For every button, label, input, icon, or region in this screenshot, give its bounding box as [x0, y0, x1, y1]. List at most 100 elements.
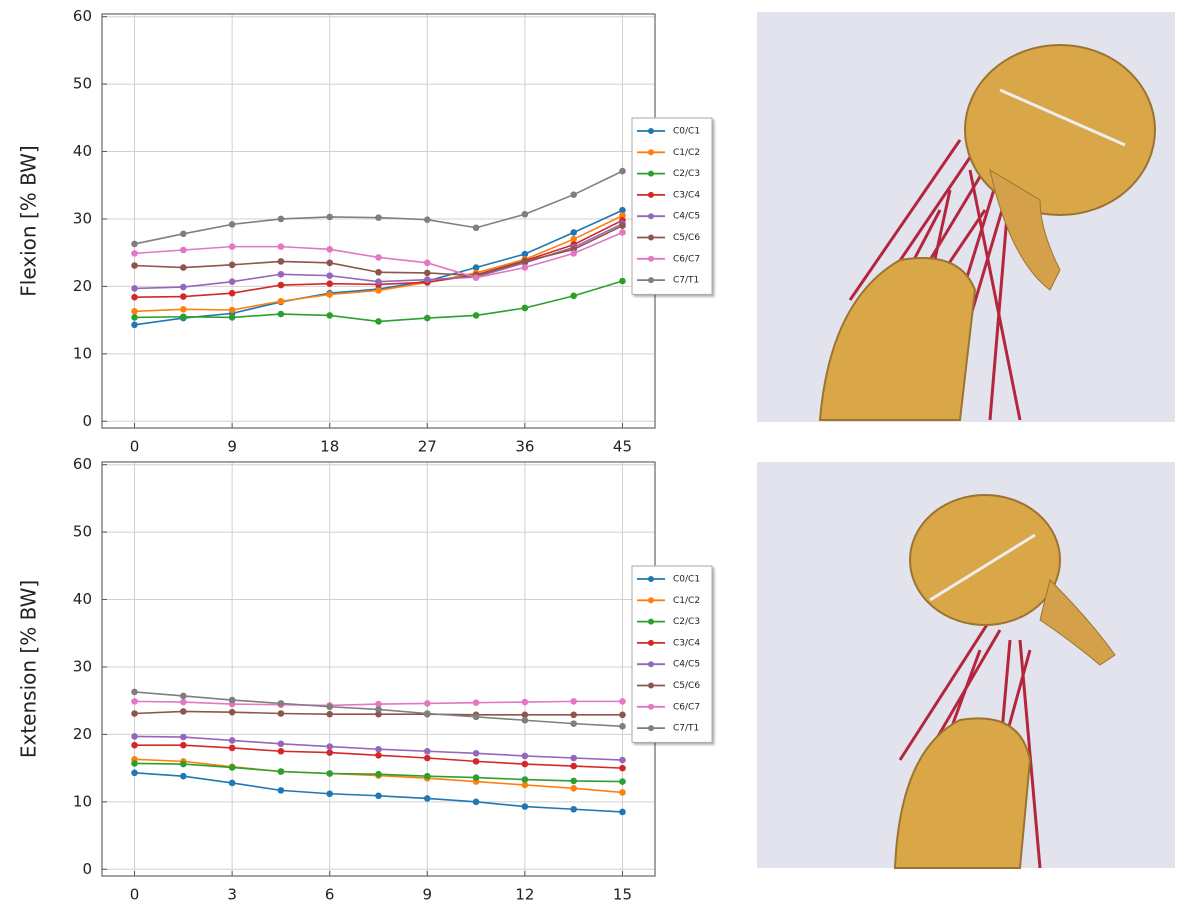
data-point [228, 737, 236, 744]
data-point [619, 778, 626, 785]
legend-label: C0/C1 [673, 127, 700, 137]
data-point [228, 764, 236, 771]
data-point [570, 235, 577, 243]
data-point [375, 254, 382, 261]
data-point [277, 768, 285, 775]
data-point [375, 770, 382, 778]
data-point [228, 696, 236, 704]
data-point [277, 740, 285, 748]
data-point [375, 318, 382, 325]
data-point [180, 772, 187, 780]
data-point [277, 270, 285, 278]
data-point [521, 781, 529, 789]
data-point [326, 280, 334, 288]
y-tick-label: 10 [73, 792, 92, 810]
legend-label: C1/C2 [673, 596, 700, 606]
data-point [228, 278, 236, 285]
data-point [570, 754, 577, 762]
y-tick-label: 50 [73, 75, 92, 93]
data-point [521, 210, 529, 218]
legend-label: C2/C3 [673, 169, 700, 179]
x-tick-label: 27 [418, 438, 437, 456]
data-point [180, 230, 187, 238]
legend-label: C7/T1 [673, 724, 699, 734]
legend-label: C3/C4 [673, 190, 700, 200]
data-point [472, 774, 480, 781]
data-point [570, 229, 577, 236]
legend-marker [648, 597, 654, 604]
data-point [131, 688, 138, 696]
legend-marker [648, 234, 654, 241]
data-point [375, 278, 382, 285]
legend-label: C3/C4 [673, 638, 700, 648]
legend-marker [648, 255, 654, 262]
data-point [180, 733, 187, 741]
y-tick-label: 30 [73, 209, 92, 227]
data-point [570, 720, 577, 727]
y-tick-label: 60 [73, 7, 92, 25]
data-point [521, 698, 529, 706]
data-point [131, 308, 138, 315]
legend-marker [648, 576, 654, 582]
data-point [277, 215, 285, 223]
legend-marker [648, 277, 654, 284]
data-point [228, 221, 236, 228]
data-point [423, 772, 431, 780]
y-axis-title: Extension [% BW] [17, 580, 41, 758]
x-tick-label: 18 [320, 438, 339, 456]
data-point [180, 264, 187, 271]
data-point [277, 787, 285, 794]
data-point [375, 214, 382, 221]
x-tick-label: 0 [130, 438, 140, 456]
data-point [375, 745, 382, 753]
y-tick-label: 60 [73, 455, 92, 473]
legend-box [631, 565, 713, 743]
data-point [570, 250, 577, 257]
data-point [326, 213, 334, 221]
data-point [521, 304, 529, 312]
legend-marker [648, 639, 654, 646]
x-tick-label: 15 [613, 886, 632, 902]
data-point [375, 287, 382, 294]
data-point [180, 741, 187, 749]
data-point [472, 312, 480, 319]
data-point [521, 258, 529, 265]
data-point [131, 321, 138, 329]
data-point [619, 277, 626, 285]
data-point [521, 760, 529, 768]
data-point [423, 747, 431, 755]
data-point [180, 708, 187, 715]
data-point [180, 692, 187, 700]
data-point [180, 760, 187, 768]
data-point [131, 240, 138, 248]
data-point [423, 314, 431, 322]
data-point [521, 250, 529, 258]
data-point [131, 733, 138, 740]
legend-marker [648, 149, 654, 156]
data-point [570, 191, 577, 199]
data-point [570, 762, 577, 770]
data-point [472, 713, 480, 721]
data-point [423, 269, 431, 277]
x-tick-label: 36 [515, 438, 534, 456]
data-point [326, 246, 334, 253]
data-point [423, 700, 431, 707]
data-point [423, 754, 431, 762]
data-point [570, 805, 577, 813]
legend-label: C0/C1 [673, 575, 700, 585]
legend-label: C4/C5 [673, 212, 700, 222]
data-point [521, 711, 529, 719]
x-tick-label: 45 [613, 438, 632, 456]
legend-label: C5/C6 [673, 233, 700, 243]
data-point [277, 297, 285, 305]
y-tick-label: 10 [73, 344, 92, 362]
data-point [472, 264, 480, 271]
legend-marker [648, 618, 654, 625]
legend-label: C1/C2 [673, 148, 700, 158]
legend-marker [648, 213, 654, 220]
x-tick-label: 3 [227, 886, 237, 902]
data-point [326, 272, 334, 279]
skeleton-illustration-extension [757, 462, 1175, 869]
data-point [472, 699, 480, 707]
data-point [131, 741, 138, 749]
